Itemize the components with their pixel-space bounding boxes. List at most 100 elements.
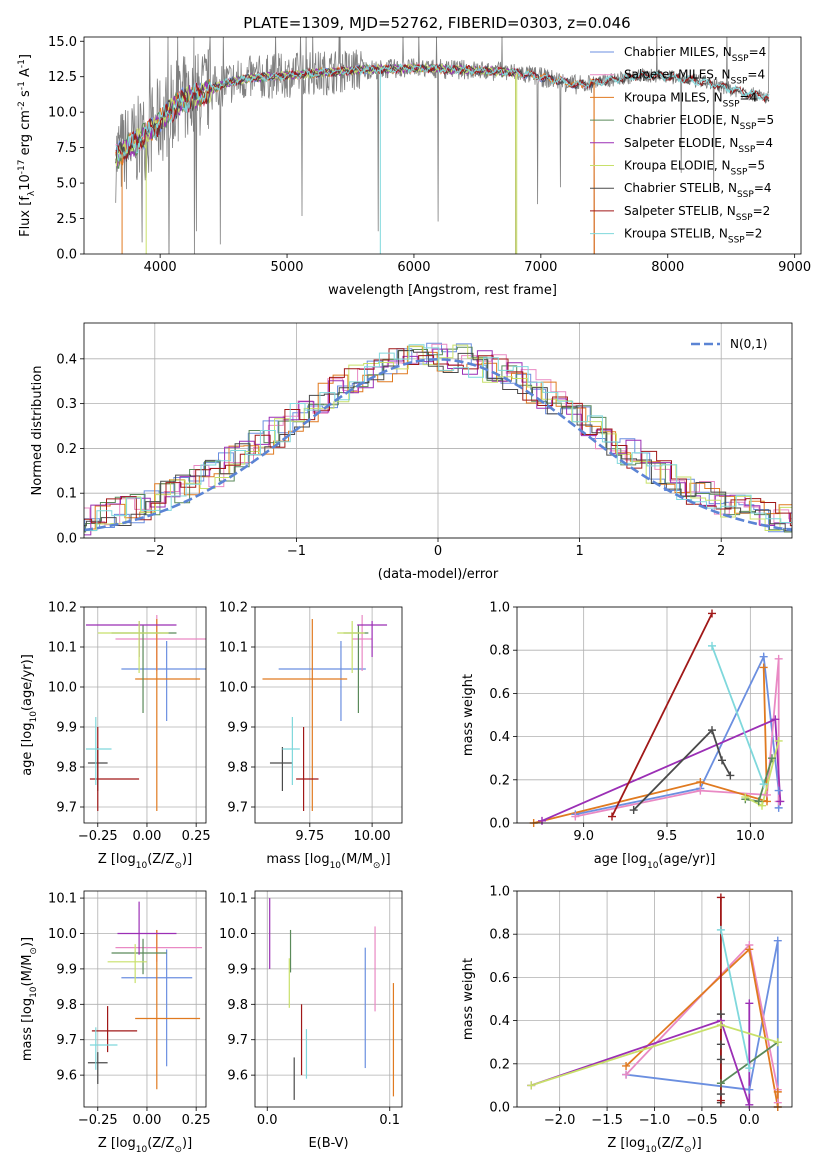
weight-marker — [774, 654, 783, 663]
y-tick-label: 0.2 — [56, 442, 77, 457]
axes-frame — [254, 606, 403, 824]
x-tick-label: 7000 — [524, 260, 557, 275]
y-tick-label: 0.3 — [56, 397, 77, 412]
weight-marker — [759, 652, 768, 661]
weight-marker — [708, 641, 716, 650]
x-tick-label: 6000 — [397, 260, 430, 275]
plot-area — [85, 615, 206, 811]
y-tick-label: 5.0 — [56, 177, 77, 192]
weight-marker — [773, 1038, 782, 1047]
model-spectrum — [115, 62, 517, 254]
axes-frame — [83, 36, 802, 255]
chart-age_vs_mass: 9.75 10.00 9.7 9.8 9.9 10.0 10.1 10.2 mass [log1… — [219, 601, 403, 871]
chart-age_vs_Z: −0.25 0.00 0.25 9.7 9.8 9.9 10.0 10.1 10.2 Z [log… — [20, 601, 211, 872]
legend-label: Salpeter ELODIE, NSSP=4 — [624, 136, 773, 155]
x-tick-label: −0.25 — [78, 829, 118, 844]
x-tick-label: 9000 — [778, 260, 811, 275]
x-tick-label: 0.1 — [379, 1113, 400, 1128]
y-axis-label: mass [log10(M/M⊙)] — [20, 937, 39, 1061]
weight-marker — [768, 754, 776, 763]
y-tick-label: 10.0 — [219, 681, 248, 696]
legend-label: Chabrier ELODIE, NSSP=5 — [624, 113, 774, 132]
weight-marker — [774, 786, 783, 795]
plot-area — [115, 37, 770, 254]
weight-marker — [774, 736, 783, 745]
legend-label: Kroupa ELODIE, NSSP=5 — [624, 159, 765, 178]
y-tick-label: 15.0 — [48, 35, 77, 50]
x-tick-label: 10.0 — [736, 829, 765, 844]
y-tick-label: 10.1 — [219, 641, 248, 656]
weight-line — [611, 613, 713, 817]
weight-marker — [758, 801, 766, 810]
y-tick-label: 9.9 — [227, 721, 248, 736]
y-tick-label: 10.0 — [219, 927, 248, 942]
axes-frame — [516, 890, 793, 1108]
y-tick-label: 9.8 — [56, 998, 77, 1013]
x-axis-label: age [log10(age/yr)] — [594, 852, 716, 871]
y-tick-label: 10.0 — [48, 106, 77, 121]
weight-marker — [759, 663, 768, 672]
y-tick-label: 0.4 — [489, 730, 510, 745]
x-tick-label: 9.5 — [657, 829, 678, 844]
weight-marker — [745, 1100, 754, 1109]
y-tick-label: 9.9 — [56, 721, 77, 736]
axes-frame — [83, 890, 207, 1108]
axes-frame — [254, 890, 403, 1108]
weight-marker — [608, 812, 616, 821]
weight-line — [575, 653, 780, 816]
weight-marker — [716, 893, 725, 902]
y-tick-label: 9.8 — [56, 761, 77, 776]
weight-marker — [776, 797, 785, 806]
residual-histogram — [84, 350, 792, 532]
x-tick-label: −1.5 — [591, 1113, 623, 1128]
y-tick-label: 7.5 — [56, 141, 77, 156]
weight-marker — [708, 609, 716, 618]
x-tick-label: −2 — [145, 544, 164, 559]
y-tick-label: 9.7 — [227, 801, 248, 816]
y-tick-label: 12.5 — [48, 70, 77, 85]
x-tick-label: 0.00 — [132, 1113, 161, 1128]
weight-marker — [571, 812, 580, 821]
y-axis-label: mass weight — [461, 674, 476, 756]
x-tick-label: 0.25 — [182, 1113, 211, 1128]
legend-label: Salpeter MILES, NSSP=4 — [624, 68, 765, 87]
x-axis-label: (data-model)/error — [378, 567, 499, 582]
y-axis-label: mass weight — [461, 958, 476, 1040]
x-tick-label: 5000 — [270, 260, 303, 275]
y-tick-label: 0.8 — [489, 928, 510, 943]
weight-marker — [745, 945, 754, 954]
x-tick-label: 0 — [434, 544, 442, 559]
weight-marker — [773, 936, 782, 945]
weight-marker — [716, 1055, 725, 1064]
x-axis-label: E(B-V) — [308, 1136, 348, 1151]
y-tick-label: 10.1 — [48, 641, 77, 656]
x-tick-label: −0.5 — [686, 1113, 718, 1128]
weight-marker — [745, 999, 754, 1008]
y-tick-label: 9.7 — [56, 801, 77, 816]
y-tick-label: 0.0 — [56, 248, 77, 263]
y-axis-label: Flux [fλ10-17 erg cm-2 s-1 A-1] — [17, 54, 37, 237]
plot-area — [84, 342, 792, 536]
y-tick-label: 0.1 — [56, 487, 77, 502]
weight-marker — [622, 1061, 631, 1070]
y-tick-label: 1.0 — [489, 885, 510, 900]
x-tick-label: 4000 — [144, 260, 177, 275]
legend-label: Kroupa MILES, NSSP=4 — [624, 90, 757, 109]
weight-marker — [718, 756, 726, 765]
weight-marker — [726, 771, 735, 780]
plot-area — [262, 615, 388, 811]
x-axis-label: mass [log10(M/M⊙)] — [266, 852, 390, 871]
weight-marker — [708, 726, 716, 735]
y-axis-label: Normed distribution — [30, 366, 45, 496]
y-tick-label: 0.0 — [489, 1101, 510, 1116]
plot-area — [269, 898, 395, 1100]
weight-line — [720, 929, 751, 1069]
weight-line — [533, 667, 768, 823]
legend-label: Salpeter STELIB, NSSP=2 — [624, 204, 770, 223]
x-tick-label: 10.00 — [353, 829, 390, 844]
weight-marker — [622, 1070, 631, 1079]
chart-weight_vs_age: 9.0 9.5 10.0 0.0 0.2 0.4 0.6 0.8 1.0 age [log10(a… — [461, 601, 793, 871]
x-axis-label: wavelength [Angstrom, rest frame] — [328, 283, 557, 298]
chart-weight_vs_Z: −2.0 −1.5 −1.0 −0.5 0.0 0.0 0.2 0.4 0.6 0.8 1.0 Z [… — [461, 885, 793, 1155]
